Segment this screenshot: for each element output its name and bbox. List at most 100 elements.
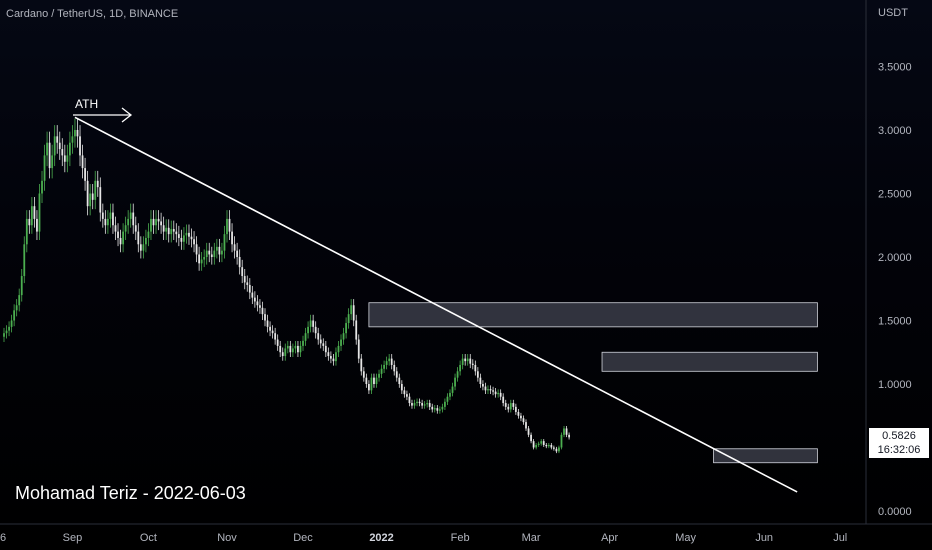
trendline-layer[interactable] <box>74 116 798 493</box>
candle <box>236 250 239 257</box>
candle <box>15 305 18 311</box>
candle <box>542 441 545 445</box>
candle <box>271 330 274 334</box>
candle <box>276 339 279 346</box>
candle <box>274 333 277 340</box>
candle <box>517 411 520 416</box>
candle <box>317 333 320 340</box>
candle <box>355 320 358 340</box>
candle <box>41 180 43 194</box>
time-tick-label: Sep <box>63 532 83 544</box>
candle <box>360 358 363 372</box>
candle <box>183 235 185 242</box>
candle <box>106 218 109 226</box>
candle <box>375 377 378 384</box>
candle <box>380 368 383 374</box>
candle <box>180 237 183 242</box>
candle <box>418 401 421 404</box>
candle <box>322 343 325 346</box>
candle <box>30 206 33 226</box>
candle <box>413 403 416 406</box>
candle <box>96 180 99 188</box>
candle <box>261 307 264 315</box>
resistance-zone-3 <box>713 448 818 464</box>
candle <box>451 386 454 393</box>
candle <box>152 218 155 226</box>
candle <box>307 326 309 334</box>
candle <box>456 371 459 378</box>
candle <box>537 443 540 445</box>
candle <box>122 231 124 245</box>
candle <box>175 231 178 235</box>
candle <box>112 212 114 226</box>
candle <box>119 237 122 245</box>
candle <box>395 371 398 378</box>
candle <box>406 394 408 397</box>
candle <box>471 363 474 365</box>
candle <box>469 358 472 364</box>
candle <box>188 232 190 237</box>
candle <box>203 257 206 260</box>
time-tick-label: Feb <box>451 532 470 544</box>
candle <box>337 345 340 353</box>
candle <box>25 218 28 245</box>
candle <box>264 314 266 321</box>
candle <box>177 234 180 238</box>
price-axis[interactable]: 3.5000 3.0000 2.5000 2.0000 1.5000 1.0000 0.00… <box>878 62 912 519</box>
candle <box>304 333 307 341</box>
chart-title: Cardano / TetherUS, 1D, BINANCE <box>6 8 179 20</box>
candle <box>114 225 117 232</box>
candle <box>525 422 527 429</box>
candle <box>433 408 436 410</box>
candle <box>555 448 558 452</box>
current-price-value: 0.5826 <box>882 430 916 442</box>
ath-label: ATH <box>75 97 98 111</box>
candle <box>38 193 41 232</box>
price-tick-label: 3.5000 <box>878 62 912 74</box>
candle <box>165 227 168 232</box>
candle <box>132 212 135 226</box>
candle <box>43 155 46 181</box>
candle <box>385 361 388 365</box>
time-tick-label: Nov <box>217 532 237 544</box>
candle <box>228 218 231 232</box>
candle <box>241 267 244 277</box>
candle <box>127 218 130 226</box>
time-axis[interactable]: 6 Sep Oct Nov Dec 2022 Feb Mar Apr May Jun Jul <box>0 532 847 544</box>
candle <box>147 231 150 238</box>
candle <box>91 193 94 200</box>
time-tick-label: Oct <box>140 532 157 544</box>
candle <box>109 212 112 219</box>
candle <box>365 377 368 384</box>
candle <box>46 142 48 156</box>
candle <box>390 358 393 365</box>
candle <box>522 418 525 423</box>
candle <box>167 227 170 235</box>
candle <box>446 396 449 402</box>
candle <box>284 348 287 357</box>
candle <box>259 305 261 308</box>
time-tick-label: 2022 <box>369 532 393 544</box>
candle <box>428 403 431 407</box>
candle <box>10 320 13 327</box>
candle <box>81 155 84 169</box>
candle <box>246 282 249 285</box>
candle <box>423 404 426 406</box>
resistance-zone-2 <box>601 351 818 372</box>
candle <box>565 428 568 435</box>
ath-arrow-icon <box>73 107 133 123</box>
candle <box>482 384 484 387</box>
candle <box>76 130 79 137</box>
candle <box>347 314 350 324</box>
candle <box>36 218 38 232</box>
candle <box>327 352 330 357</box>
price-tick-label: 2.5000 <box>878 189 912 201</box>
candle <box>487 389 489 391</box>
candle <box>540 441 543 444</box>
candle <box>150 218 152 232</box>
candle <box>124 225 127 232</box>
candle <box>86 180 89 207</box>
candle <box>20 276 23 296</box>
candle <box>302 340 304 346</box>
